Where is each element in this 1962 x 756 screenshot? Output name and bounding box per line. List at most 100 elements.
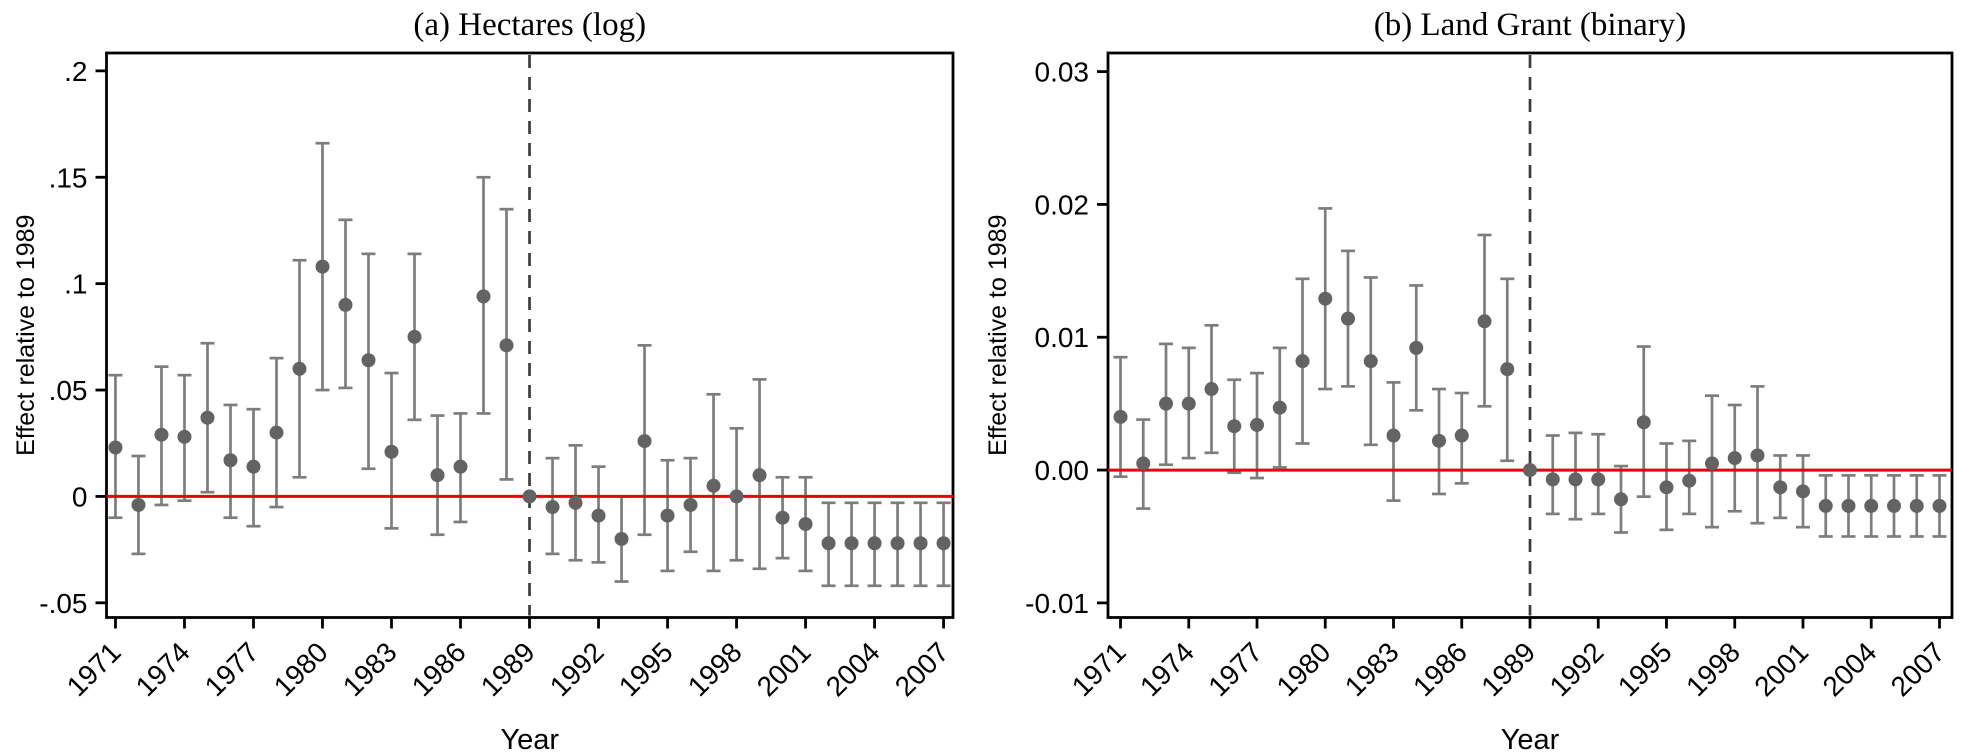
y-axis-label: Effect relative to 1989 — [984, 215, 1012, 456]
data-point-1999 — [752, 468, 767, 483]
x-tick-label: 1995 — [1612, 636, 1678, 702]
data-point-1975 — [1204, 382, 1219, 397]
data-point-1988 — [499, 338, 514, 353]
data-point-2002 — [821, 536, 836, 551]
data-point-1990 — [545, 500, 560, 515]
data-point-1976 — [223, 453, 238, 468]
data-point-2003 — [1841, 498, 1856, 513]
data-point-2004 — [1864, 498, 1879, 513]
data-point-1987 — [476, 289, 491, 304]
x-tick-label: 1980 — [268, 636, 334, 702]
data-point-2004 — [867, 536, 882, 551]
data-point-1990 — [1545, 472, 1560, 487]
data-point-2007 — [1932, 498, 1947, 513]
data-point-1972 — [131, 497, 146, 512]
x-tick-label: 1971 — [1066, 636, 1132, 702]
data-point-1974 — [177, 429, 192, 444]
data-point-1985 — [1432, 433, 1447, 448]
x-tick-label: 1986 — [1407, 636, 1473, 702]
data-point-1989 — [1523, 463, 1537, 478]
y-tick-label: .1 — [64, 269, 87, 300]
data-point-2001 — [798, 517, 813, 532]
data-point-1996 — [1682, 473, 1697, 488]
data-point-1993 — [614, 531, 629, 546]
x-tick-label: 1983 — [337, 636, 403, 702]
data-point-2006 — [1909, 498, 1924, 513]
data-point-1978 — [269, 425, 284, 440]
data-point-1997 — [706, 478, 721, 493]
data-point-1972 — [1136, 456, 1151, 471]
y-tick-label: -.05 — [39, 588, 87, 619]
y-tick-label: 0.03 — [1035, 57, 1090, 88]
x-tick-label: 2007 — [1885, 636, 1951, 702]
data-point-1981 — [338, 297, 353, 312]
data-point-2007 — [936, 536, 951, 551]
data-point-1971 — [108, 440, 123, 455]
x-tick-label: 1971 — [61, 636, 127, 702]
data-point-1985 — [430, 468, 445, 483]
data-point-1995 — [660, 508, 675, 523]
data-point-1989 — [522, 489, 537, 504]
data-point-1986 — [1454, 428, 1469, 443]
plot-box — [105, 51, 955, 619]
data-point-1979 — [292, 361, 307, 376]
data-point-2000 — [1773, 480, 1788, 495]
data-point-1992 — [591, 508, 606, 523]
data-point-1999 — [1750, 448, 1765, 463]
y-tick-label: .05 — [49, 375, 88, 406]
x-tick-label: 2001 — [1748, 636, 1814, 702]
data-point-2003 — [844, 536, 859, 551]
data-point-1979 — [1295, 354, 1310, 369]
y-tick-label: 0.02 — [1035, 189, 1090, 220]
data-point-1993 — [1613, 492, 1628, 507]
data-point-1994 — [1636, 415, 1651, 430]
data-point-1974 — [1181, 396, 1196, 411]
data-point-2006 — [913, 536, 928, 551]
data-point-2000 — [775, 510, 790, 525]
data-point-1987 — [1477, 314, 1492, 329]
data-point-1971 — [1113, 409, 1128, 424]
data-point-1973 — [1159, 396, 1174, 411]
data-point-1977 — [246, 459, 261, 474]
x-tick-label: 1983 — [1339, 636, 1405, 702]
data-point-1976 — [1227, 419, 1242, 434]
x-tick-label: 2007 — [889, 636, 955, 702]
data-point-1982 — [361, 353, 376, 368]
x-tick-label: 1974 — [130, 636, 196, 702]
y-tick-label: -0.01 — [1025, 588, 1089, 619]
data-point-1992 — [1591, 472, 1606, 487]
x-tick-label: 2001 — [751, 636, 817, 702]
panel-title: (b) Land Grant (binary) — [1374, 7, 1686, 43]
x-tick-label: 1992 — [544, 636, 610, 702]
x-tick-label: 1992 — [1544, 636, 1610, 702]
data-point-1998 — [729, 489, 744, 504]
data-point-2002 — [1818, 498, 1833, 513]
data-point-1991 — [1568, 472, 1583, 487]
data-point-1995 — [1659, 480, 1674, 495]
y-tick-label: 0.01 — [1035, 322, 1090, 353]
data-point-1978 — [1272, 400, 1287, 415]
panel-title: (a) Hectares (log) — [413, 7, 646, 43]
data-point-1983 — [1386, 428, 1401, 443]
y-axis-label: Effect relative to 1989 — [12, 215, 40, 456]
data-point-1982 — [1363, 354, 1378, 369]
y-tick-label: 0 — [72, 481, 88, 512]
data-point-1984 — [407, 329, 422, 344]
x-tick-label: 1986 — [406, 636, 472, 702]
x-tick-label: 1989 — [475, 636, 541, 702]
points-group — [108, 259, 951, 551]
data-point-1984 — [1409, 340, 1424, 355]
data-point-1977 — [1250, 417, 1265, 432]
x-tick-label: 1998 — [1680, 636, 1746, 702]
data-point-1973 — [154, 427, 169, 442]
data-point-1981 — [1341, 311, 1356, 326]
data-point-1991 — [568, 495, 583, 510]
data-point-2005 — [1886, 498, 1901, 513]
data-point-1980 — [315, 259, 330, 274]
x-tick-label: 1980 — [1271, 636, 1337, 702]
data-point-2005 — [890, 536, 905, 551]
x-tick-label: 2004 — [1817, 636, 1883, 702]
